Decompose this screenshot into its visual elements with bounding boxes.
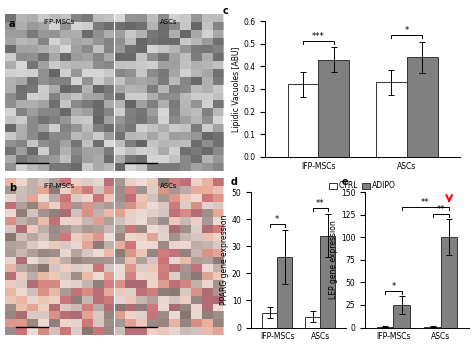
Text: b: b: [9, 183, 16, 193]
Bar: [277, 257, 292, 328]
Bar: [377, 326, 393, 328]
Legend: CTRL, ADIPO: CTRL, ADIPO: [326, 178, 399, 193]
Text: *: *: [405, 26, 409, 35]
Text: *: *: [275, 215, 279, 224]
Text: d: d: [230, 177, 237, 187]
Bar: [407, 57, 438, 157]
Bar: [305, 317, 320, 328]
Text: *: *: [392, 282, 395, 291]
Text: ***: ***: [312, 32, 325, 41]
Text: e: e: [342, 177, 349, 187]
Bar: [424, 326, 441, 328]
Bar: [288, 84, 319, 157]
Bar: [393, 305, 410, 328]
Y-axis label: PPARG gene expression: PPARG gene expression: [220, 215, 229, 305]
Y-axis label: Lipidic Vacuoles [ABU]: Lipidic Vacuoles [ABU]: [232, 46, 241, 132]
Text: ASCs: ASCs: [160, 183, 177, 189]
Text: **: **: [421, 198, 429, 207]
Bar: [376, 82, 407, 157]
Y-axis label: LEP gene expression: LEP gene expression: [329, 220, 338, 299]
Bar: [319, 60, 349, 157]
Text: **: **: [437, 205, 445, 214]
Text: c: c: [223, 6, 228, 16]
Text: **: **: [316, 199, 324, 208]
Bar: [262, 313, 277, 328]
Text: a: a: [9, 19, 16, 29]
Text: IFP-MSCs: IFP-MSCs: [44, 183, 75, 189]
Text: IFP-MSCs: IFP-MSCs: [44, 19, 75, 25]
Text: ASCs: ASCs: [160, 19, 177, 25]
Bar: [320, 236, 335, 328]
Bar: [441, 237, 457, 328]
